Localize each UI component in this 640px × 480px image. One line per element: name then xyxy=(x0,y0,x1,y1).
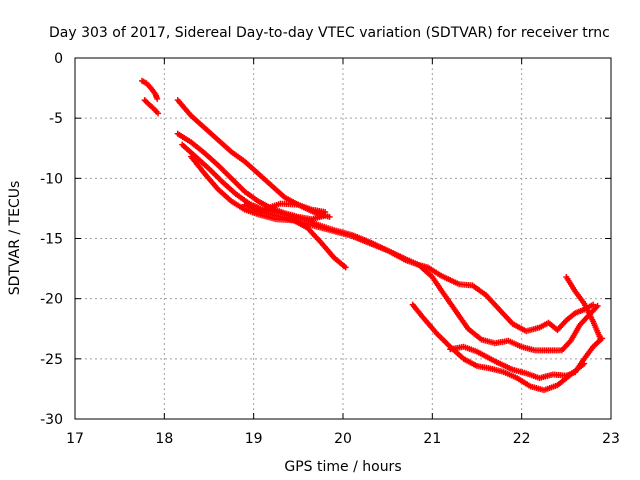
x-tick-label: 22 xyxy=(513,431,531,447)
series-s7 xyxy=(241,201,601,354)
x-tick-label: 23 xyxy=(602,431,620,447)
data-point xyxy=(326,213,333,220)
x-tick-label: 19 xyxy=(245,431,263,447)
y-tick-label: -10 xyxy=(40,171,63,187)
series-s6 xyxy=(188,153,349,271)
data-point xyxy=(597,335,604,342)
series-s10 xyxy=(409,301,588,394)
series-s1 xyxy=(139,77,161,102)
y-tick-label: -15 xyxy=(40,232,63,248)
data-point xyxy=(594,302,601,309)
data-point xyxy=(342,264,349,271)
series-s5 xyxy=(179,141,333,220)
x-tick-label: 17 xyxy=(66,431,84,447)
y-tick-label: -25 xyxy=(40,352,63,368)
y-axis-label: SDTVAR / TECUs xyxy=(7,181,23,296)
x-tick-label: 20 xyxy=(334,431,352,447)
chart-title: Day 303 of 2017, Sidereal Day-to-day VTE… xyxy=(49,25,610,41)
data-point xyxy=(590,301,597,308)
grid-lines xyxy=(75,58,611,419)
series-s2 xyxy=(141,97,162,117)
y-tick-label: -5 xyxy=(49,111,63,127)
x-tick-label: 18 xyxy=(155,431,173,447)
series-s8 xyxy=(259,206,597,335)
y-tick-label: -30 xyxy=(40,412,63,428)
series-s11 xyxy=(563,274,604,342)
x-tick-label: 21 xyxy=(423,431,441,447)
series-s9 xyxy=(447,335,606,382)
x-axis-label: GPS time / hours xyxy=(284,459,401,475)
data-point xyxy=(154,95,161,102)
data-point xyxy=(155,110,162,117)
axis-ticks: 17 18 19 20 21 22 23 0 -5 -10 -15 -20 -25 -30 xyxy=(40,51,620,447)
data-point xyxy=(581,360,588,367)
y-tick-label: -20 xyxy=(40,292,63,308)
y-tick-label: 0 xyxy=(54,51,63,67)
series-group xyxy=(139,77,606,394)
